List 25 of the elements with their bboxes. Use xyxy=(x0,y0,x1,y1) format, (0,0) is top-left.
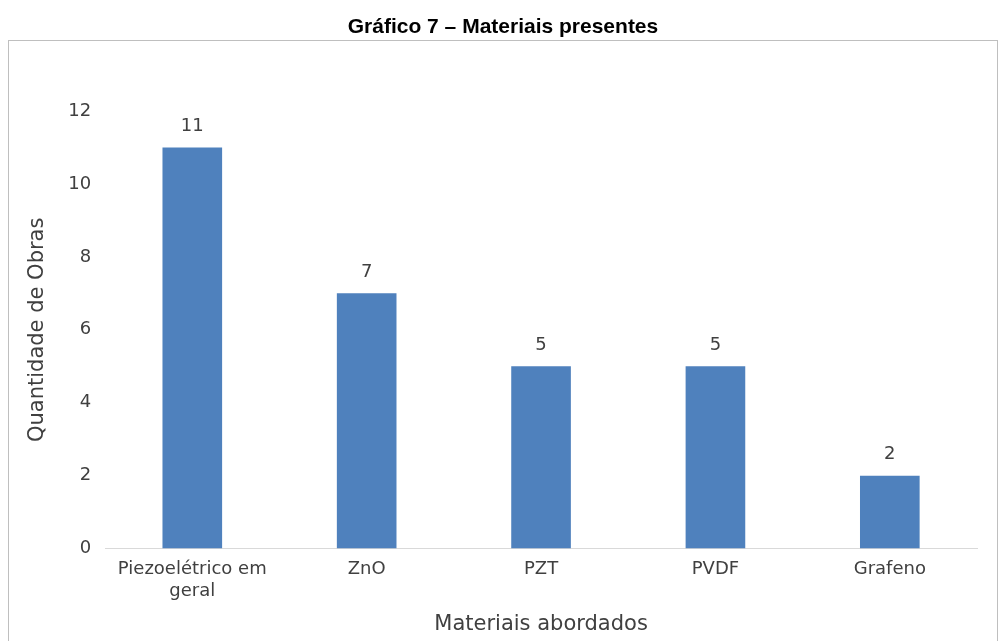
data-label: 2 xyxy=(884,442,896,464)
y-tick-label: 12 xyxy=(68,98,92,120)
bar xyxy=(162,147,223,549)
y-axis-title: Quantidade de Obras xyxy=(24,217,49,443)
y-tick-label: 10 xyxy=(68,171,92,193)
x-tick-label: PVDF xyxy=(691,557,740,579)
bar xyxy=(336,293,397,549)
chart-title: Gráfico 7 – Materiais presentes xyxy=(346,14,660,38)
data-label: 5 xyxy=(709,332,722,354)
bar xyxy=(685,366,746,549)
y-tick-label: 6 xyxy=(79,317,92,339)
x-tick-label: Piezoelétrico em geral xyxy=(117,557,267,600)
x-tick-label: Grafeno xyxy=(853,557,926,579)
bar xyxy=(859,475,920,549)
y-tick-label: 2 xyxy=(79,463,92,485)
y-tick-label: 0 xyxy=(79,536,92,558)
x-tick-label: ZnO xyxy=(347,557,386,579)
data-label: 7 xyxy=(360,260,373,282)
y-tick-label: 8 xyxy=(79,244,92,266)
x-axis-title: Materiais abordados xyxy=(434,610,648,635)
y-tick-label: 4 xyxy=(79,390,92,412)
bar xyxy=(511,366,571,549)
data-label: 11 xyxy=(180,114,204,136)
data-label: 5 xyxy=(535,332,547,354)
x-tick-label: PZT xyxy=(523,557,560,579)
